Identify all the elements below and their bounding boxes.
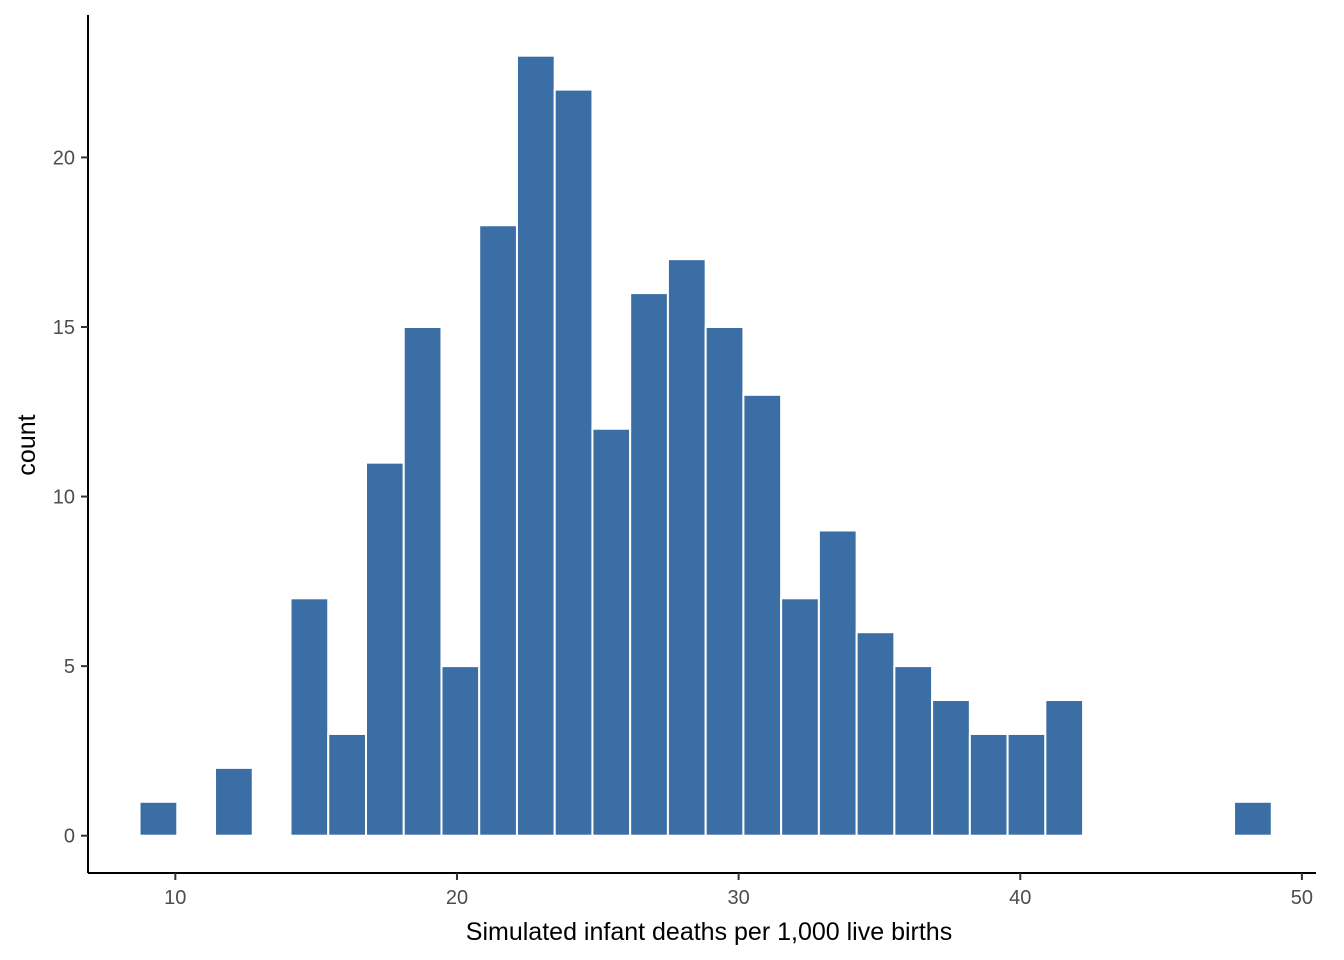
y-tick-label-10: 10 (53, 487, 75, 509)
histogram-bar-12 (591, 427, 632, 837)
histogram-bar-15 (704, 326, 745, 837)
y-axis-title: count (13, 414, 41, 475)
histogram-bar-7 (402, 326, 443, 837)
histogram-bar-4 (289, 597, 330, 837)
x-tick-label-10: 10 (164, 887, 186, 909)
bars-group (138, 54, 1273, 837)
histogram-bar-20 (893, 665, 934, 837)
y-tick-label-15: 15 (53, 317, 75, 339)
histogram-bar-17 (780, 597, 820, 837)
histogram-bar-16 (742, 393, 783, 837)
histogram-bar-8 (440, 665, 481, 837)
histogram-bar-10 (515, 54, 556, 837)
x-axis-title: Simulated infant deaths per 1,000 live b… (466, 918, 952, 946)
histogram-bar-22 (968, 732, 1009, 837)
x-tick-label-50: 50 (1291, 887, 1313, 909)
histogram-bar-5 (327, 732, 367, 837)
x-tick-label-30: 30 (727, 887, 749, 909)
histogram-bar-13 (629, 292, 669, 837)
histogram-bar-18 (817, 529, 858, 837)
histogram-bar-19 (855, 631, 896, 837)
histogram-bar-29 (1233, 800, 1273, 837)
x-tick-label-40: 40 (1009, 887, 1031, 909)
y-tick-label-20: 20 (53, 147, 75, 169)
histogram-bar-9 (478, 224, 518, 837)
histogram-bar-0 (138, 800, 179, 837)
histogram-bar-2 (214, 766, 254, 837)
y-axis-ticks: 0 5 10 15 20 (53, 147, 88, 848)
histogram-bar-6 (364, 461, 405, 837)
histogram-bar-23 (1006, 732, 1047, 837)
histogram-bar-14 (666, 258, 707, 837)
histogram-bar-11 (553, 88, 594, 837)
y-tick-label-0: 0 (64, 826, 75, 848)
histogram-bar-21 (931, 699, 971, 837)
y-tick-label-5: 5 (64, 656, 75, 678)
histogram-bar-24 (1044, 699, 1085, 837)
x-axis-ticks: 10 20 30 40 50 (164, 873, 1313, 909)
x-tick-label-20: 20 (446, 887, 468, 909)
